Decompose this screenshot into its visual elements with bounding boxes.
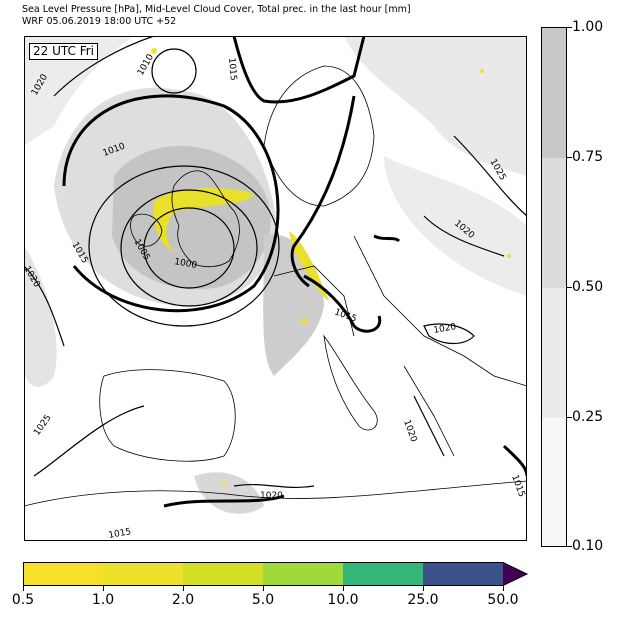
cloud-colorbar-seg-0 xyxy=(542,28,566,158)
precip-colorbar-seg-6 xyxy=(503,562,527,586)
coast-north-africa xyxy=(24,480,527,507)
precip-colorbar-tick xyxy=(23,586,24,591)
precip-cell xyxy=(480,69,484,73)
precip-cell xyxy=(151,48,157,54)
cloud-colorbar-label: 0.25 xyxy=(572,409,604,425)
valid-time-label: 22 UTC Fri xyxy=(29,43,98,60)
cloud-area-west xyxy=(24,246,57,387)
isobar-1020 xyxy=(53,36,155,97)
precip-colorbar-tick xyxy=(263,586,264,591)
cloud-colorbar-seg-1 xyxy=(542,158,566,288)
precip-colorbar-tick xyxy=(503,586,504,591)
cloud-colorbar-tick xyxy=(567,546,572,547)
precip-colorbar-tick xyxy=(343,586,344,591)
coast-italy xyxy=(323,334,378,431)
cloud-colorbar-label: 0.50 xyxy=(572,279,604,295)
map-header: Sea Level Pressure [hPa], Mid-Level Clou… xyxy=(22,4,411,28)
precip-colorbar-label: 5.0 xyxy=(251,592,275,608)
border-line xyxy=(353,235,527,387)
precip-colorbar-seg-4 xyxy=(343,562,423,586)
precip-cell xyxy=(222,482,226,486)
isobar-1020-adriatic xyxy=(413,395,445,457)
precip-colorbar-label: 10.0 xyxy=(327,592,359,608)
cloud-colorbar-tick xyxy=(567,287,572,288)
header-title: Sea Level Pressure [hPa], Mid-Level Clou… xyxy=(22,4,411,15)
header-run-info: WRF 05.06.2019 18:00 UTC +52 xyxy=(22,16,177,27)
isobar-1020-east xyxy=(423,215,505,257)
cloud-area-northwest xyxy=(24,36,134,146)
cloud-cover-colorbar xyxy=(541,27,567,547)
precip-cell xyxy=(507,254,511,258)
coast-ireland xyxy=(130,213,163,247)
precip-colorbar-label: 0.5 xyxy=(11,592,35,608)
precip-colorbar-seg-1 xyxy=(103,562,183,586)
precip-colorbar-seg-3 xyxy=(263,562,343,586)
isobar-1015-north-bold xyxy=(232,36,366,104)
cloud-area-east xyxy=(384,156,527,296)
coast-iberia xyxy=(99,369,236,462)
isobar-1010 xyxy=(88,165,280,327)
cloud-area-africa xyxy=(194,472,264,514)
isobar-1020-africa xyxy=(233,483,315,489)
precipitation-colorbar xyxy=(23,562,529,586)
precip-colorbar-seg-2 xyxy=(183,562,263,586)
isobar-1005 xyxy=(120,189,258,307)
precip-colorbar-tick xyxy=(103,586,104,591)
isobar-1020-west xyxy=(24,265,65,347)
isobar-1010-north xyxy=(151,48,197,94)
isobar-1000 xyxy=(143,207,235,289)
cloud-colorbar-tick xyxy=(567,27,572,28)
precip-colorbar-canvas xyxy=(23,562,529,586)
cloud-colorbar-tick xyxy=(567,157,572,158)
precip-colorbar-label: 1.0 xyxy=(91,592,115,608)
isobar-label: 1020 xyxy=(260,491,283,501)
precip-colorbar-tick xyxy=(423,586,424,591)
map-frame xyxy=(24,36,527,541)
precip-colorbar-label: 50.0 xyxy=(487,592,519,608)
precip-colorbar-seg-5 xyxy=(423,562,503,586)
map-canvas: 1010 1015 1020 1010 1005 1000 1015 1020 … xyxy=(24,36,527,541)
coast-scandinavia xyxy=(263,65,375,207)
coast-great-britain xyxy=(171,170,240,268)
isobar-label: 1015 xyxy=(226,57,238,81)
isobar-label: 1020 xyxy=(433,322,458,336)
cloud-area-britain xyxy=(112,146,271,290)
cloud-colorbar-tick xyxy=(567,417,572,418)
weather-map: 1010 1015 1020 1010 1005 1000 1015 1020 … xyxy=(24,36,527,541)
precip-colorbar-tick xyxy=(183,586,184,591)
precip-band-britain xyxy=(153,187,254,251)
isobar-1015-central-bold xyxy=(303,274,382,333)
isobar-1015-poland-bold xyxy=(373,234,401,243)
precip-colorbar-outline xyxy=(23,562,529,586)
coast-balkans xyxy=(403,365,455,457)
isobar-label: 1000 xyxy=(173,257,198,271)
isobar-1025-atlantic xyxy=(33,405,145,477)
cloud-colorbar-seg-3 xyxy=(542,418,566,546)
precip-colorbar-label: 2.0 xyxy=(171,592,195,608)
isobar-1025-east xyxy=(453,135,527,217)
isobar-1015-africa-bold xyxy=(163,494,285,508)
cloud-colorbar-seg-2 xyxy=(542,288,566,418)
cloud-colorbar-label: 0.75 xyxy=(572,149,604,165)
cloud-colorbar-label: 1.00 xyxy=(572,19,604,35)
isobar-label: 1015 xyxy=(108,527,132,541)
isobar-1015-bold xyxy=(62,94,280,313)
precip-colorbar-label: 25.0 xyxy=(407,592,439,608)
isobar-1015-east-bold xyxy=(290,95,356,288)
precip-cell xyxy=(301,318,307,324)
coastlines-layer xyxy=(24,65,527,507)
isobar-1020-balkans xyxy=(423,323,475,345)
precip-colorbar-seg-0 xyxy=(23,562,103,586)
cloud-colorbar-label: 0.10 xyxy=(572,538,604,554)
